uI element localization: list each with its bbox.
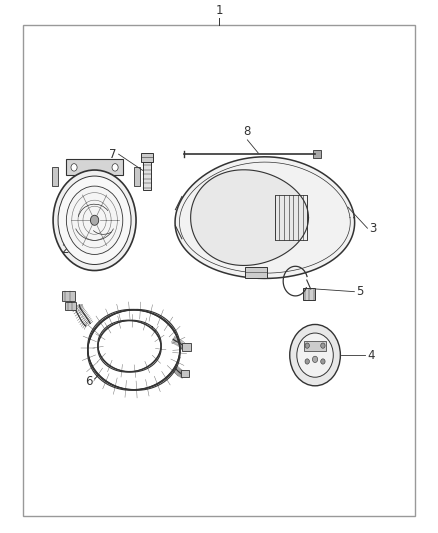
Circle shape: [305, 359, 309, 364]
Bar: [180, 370, 189, 377]
Circle shape: [71, 164, 77, 171]
Text: 2: 2: [61, 243, 68, 256]
FancyBboxPatch shape: [303, 288, 315, 300]
Circle shape: [112, 164, 118, 171]
Text: 6: 6: [85, 375, 92, 388]
Text: 1: 1: [215, 4, 223, 17]
Bar: [65, 302, 76, 310]
Text: 7: 7: [109, 148, 117, 160]
Bar: [143, 162, 151, 190]
Text: 5: 5: [357, 285, 364, 298]
Polygon shape: [191, 170, 308, 265]
Bar: [134, 167, 141, 186]
FancyBboxPatch shape: [66, 159, 123, 175]
Text: 4: 4: [367, 349, 375, 361]
Circle shape: [305, 343, 309, 348]
Circle shape: [297, 333, 333, 377]
FancyBboxPatch shape: [245, 267, 267, 278]
Bar: [313, 150, 321, 158]
Circle shape: [321, 343, 325, 348]
Circle shape: [53, 170, 136, 271]
Bar: [141, 152, 152, 162]
Circle shape: [312, 356, 318, 362]
Text: 8: 8: [244, 125, 251, 138]
Text: 3: 3: [370, 222, 377, 235]
Bar: [304, 341, 326, 351]
Bar: [52, 167, 58, 186]
Bar: [182, 343, 191, 351]
Circle shape: [67, 186, 123, 254]
Bar: [62, 291, 75, 301]
Circle shape: [90, 215, 99, 225]
Circle shape: [58, 176, 131, 264]
Bar: [275, 195, 307, 240]
Polygon shape: [175, 157, 355, 278]
Circle shape: [290, 325, 340, 386]
Circle shape: [321, 359, 325, 364]
